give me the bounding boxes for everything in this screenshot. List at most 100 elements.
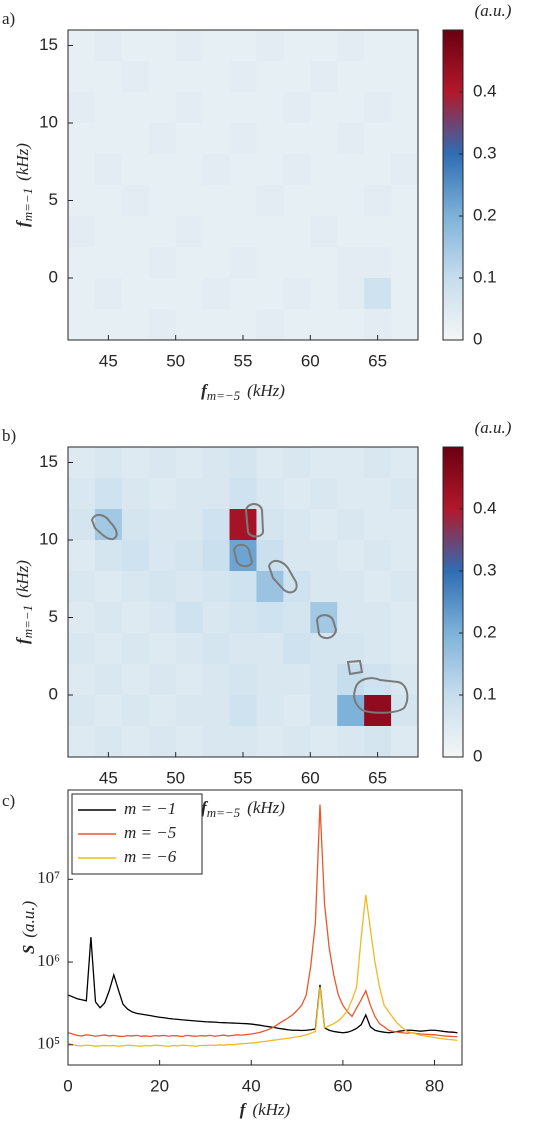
- heatmap-cell: [68, 633, 96, 665]
- heatmap-cell: [229, 633, 257, 665]
- contour: [232, 543, 254, 568]
- heatmap-cell: [175, 602, 204, 634]
- heatmap-cell: [364, 695, 392, 727]
- heatmap-cell: [364, 633, 392, 665]
- heatmap-cell: [94, 30, 123, 62]
- heatmap-cell: [175, 478, 204, 510]
- heatmap-cell: [364, 278, 392, 310]
- colorbar: [442, 29, 464, 341]
- label-part: f: [13, 636, 32, 644]
- heatmap-cell: [175, 185, 204, 217]
- heatmap-cell: [94, 633, 123, 665]
- heatmap-cell: [229, 61, 257, 93]
- heatmap-cell: [310, 123, 338, 155]
- x-tick-label: 80: [425, 1076, 444, 1095]
- y-tick-label: 5: [49, 607, 58, 626]
- heatmap-cell: [148, 447, 177, 479]
- heatmap-cell: [121, 478, 150, 510]
- label-part: (kHz): [13, 143, 32, 181]
- heatmap-cell: [148, 92, 177, 124]
- heatmap-cell: [94, 278, 123, 310]
- heatmap-cell: [283, 602, 311, 634]
- heatmap-cell: [337, 695, 365, 727]
- heatmap-cell: [256, 278, 284, 310]
- heatmap-cell: [391, 216, 419, 248]
- colorbar: [442, 446, 464, 758]
- heatmap-cell: [256, 447, 284, 479]
- heatmap-cell: [148, 633, 177, 665]
- heatmap-cell: [391, 247, 419, 279]
- heatmap-cell: [283, 309, 311, 341]
- heatmap-cell: [256, 726, 284, 758]
- heatmap-cell: [68, 309, 96, 341]
- heatmap-cell: [364, 602, 392, 634]
- heatmap-cell: [283, 123, 311, 155]
- legend-label: m = −1: [124, 799, 176, 818]
- heatmap-cell: [310, 154, 338, 186]
- contour: [90, 514, 118, 541]
- legend-label: m = −6: [124, 847, 177, 866]
- heatmap-cell: [121, 602, 150, 634]
- heatmap-cell: [148, 247, 177, 279]
- heatmap-cell: [391, 540, 419, 572]
- y-tick-label: 10⁵: [37, 1034, 60, 1053]
- x-tick-label: 45: [99, 768, 118, 787]
- legend-label: m = −5: [124, 823, 176, 842]
- heatmap-cell: [337, 154, 365, 186]
- heatmap-cell: [94, 185, 123, 217]
- axis-label: fm=−1 (kHz): [13, 560, 35, 644]
- heatmap-cell: [148, 726, 177, 758]
- label-part: f: [201, 381, 209, 400]
- heatmap-cell: [202, 695, 231, 727]
- heatmap-cell: [175, 664, 204, 696]
- heatmap-cell: [256, 216, 284, 248]
- heatmap-cell: [337, 509, 365, 541]
- axis-label: S (a.u.): [19, 901, 38, 955]
- heatmap-cell: [283, 61, 311, 93]
- heatmap-cell: [256, 154, 284, 186]
- heatmap-cell: [94, 602, 123, 634]
- heatmap-cell: [337, 247, 365, 279]
- y-tick-label: 15: [39, 452, 58, 471]
- heatmap-cell: [283, 664, 311, 696]
- panel-label: b): [2, 426, 16, 445]
- heatmap-cell: [310, 509, 338, 541]
- heatmap-cell: [391, 123, 419, 155]
- heatmap-cell: [175, 726, 204, 758]
- heatmap-cell: [148, 278, 177, 310]
- heatmap-cell: [175, 61, 204, 93]
- heatmap-cell: [202, 664, 231, 696]
- y-tick-label: 10: [39, 529, 58, 548]
- x-tick-label: 0: [63, 1076, 72, 1095]
- heatmap-cell: [310, 30, 338, 62]
- heatmap-cell: [391, 447, 419, 479]
- panel-label: c): [2, 791, 15, 810]
- heatmap-cell: [68, 571, 96, 603]
- heatmap-cell: [148, 540, 177, 572]
- heatmap-cell: [121, 309, 150, 341]
- heatmap-cell: [94, 247, 123, 279]
- heatmap-cell: [121, 61, 150, 93]
- heatmap-cell: [337, 540, 365, 572]
- heatmap-cell: [283, 509, 311, 541]
- heatmap-cell: [202, 278, 231, 310]
- heatmap-cell: [175, 540, 204, 572]
- heatmap-cell: [175, 695, 204, 727]
- heatmap-cell: [310, 540, 338, 572]
- heatmap-cell: [202, 447, 231, 479]
- heatmap-cell: [391, 278, 419, 310]
- heatmap-cell: [202, 478, 231, 510]
- heatmap-cell: [310, 216, 338, 248]
- x-tick-label: 65: [368, 351, 387, 370]
- heatmap-cell: [202, 92, 231, 124]
- heatmap-cell: [256, 478, 284, 510]
- heatmap-cell: [310, 571, 338, 603]
- colorbar-tick-label: 0.4: [473, 81, 497, 100]
- heatmap-cell: [337, 309, 365, 341]
- colorbar-tick-label: 0: [473, 746, 482, 765]
- heatmap-cell: [121, 92, 150, 124]
- heatmap-cell: [364, 509, 392, 541]
- x-tick-label: 60: [301, 351, 320, 370]
- heatmap-cell: [148, 185, 177, 217]
- heatmap-cell: [202, 726, 231, 758]
